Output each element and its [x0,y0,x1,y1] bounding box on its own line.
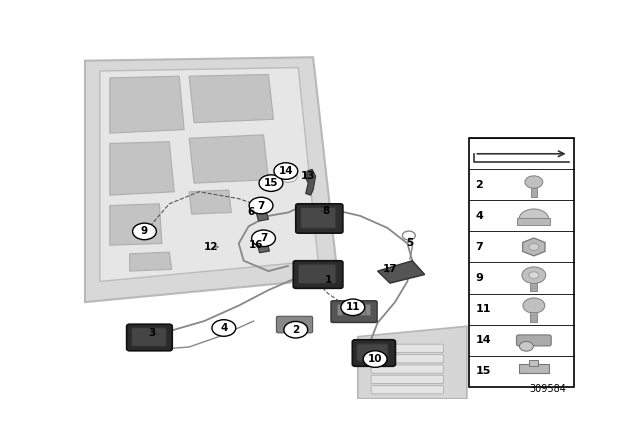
Text: 12: 12 [204,242,219,252]
Text: 13: 13 [301,171,316,181]
Text: 1: 1 [324,275,332,285]
Circle shape [212,320,236,336]
Text: 2: 2 [476,180,483,190]
Text: 309584: 309584 [529,383,566,393]
FancyBboxPatch shape [293,261,343,289]
FancyBboxPatch shape [356,344,388,361]
FancyBboxPatch shape [371,344,444,353]
FancyBboxPatch shape [365,304,370,315]
Polygon shape [110,76,184,133]
Polygon shape [189,74,273,123]
Polygon shape [85,57,338,302]
FancyBboxPatch shape [276,316,312,333]
Bar [469,138,573,387]
Text: 3: 3 [148,328,156,338]
Text: 5: 5 [406,238,413,249]
FancyBboxPatch shape [352,304,357,315]
Text: 15: 15 [264,178,278,188]
Polygon shape [189,190,231,214]
Text: 15: 15 [476,366,491,376]
Wedge shape [519,209,548,220]
Polygon shape [110,204,162,245]
Text: 8: 8 [322,206,329,216]
Polygon shape [257,244,269,253]
Polygon shape [378,261,425,283]
Text: 10: 10 [368,354,382,364]
FancyBboxPatch shape [529,360,538,366]
Text: 16: 16 [249,240,263,250]
FancyBboxPatch shape [296,204,343,233]
Text: 7: 7 [476,242,483,252]
Polygon shape [306,169,316,195]
Polygon shape [189,135,269,183]
Polygon shape [256,211,269,221]
Polygon shape [523,238,545,256]
Circle shape [523,298,545,313]
Circle shape [522,267,546,284]
Circle shape [341,299,365,315]
FancyBboxPatch shape [518,218,550,225]
Circle shape [525,176,543,188]
FancyBboxPatch shape [298,264,336,284]
FancyBboxPatch shape [519,364,548,373]
Text: 7: 7 [257,201,265,211]
Text: 11: 11 [346,302,360,312]
Text: 7: 7 [260,233,268,243]
Circle shape [249,197,273,214]
Text: 14: 14 [278,166,293,176]
FancyBboxPatch shape [301,207,336,228]
FancyBboxPatch shape [371,375,444,383]
FancyBboxPatch shape [371,386,444,394]
FancyBboxPatch shape [345,304,350,315]
Circle shape [259,175,283,191]
Circle shape [284,322,308,338]
Text: 9: 9 [141,226,148,237]
Text: 9: 9 [476,273,483,283]
Text: 6: 6 [248,207,255,217]
Circle shape [529,272,539,279]
FancyBboxPatch shape [331,301,377,323]
Polygon shape [100,68,318,281]
FancyBboxPatch shape [132,327,166,346]
Circle shape [520,341,533,351]
Circle shape [280,170,297,182]
Circle shape [529,244,539,250]
Circle shape [364,351,387,367]
Text: 11: 11 [476,304,491,314]
Polygon shape [129,252,172,271]
Circle shape [252,230,275,246]
FancyBboxPatch shape [371,354,444,363]
FancyBboxPatch shape [531,283,538,292]
Polygon shape [110,142,174,195]
FancyBboxPatch shape [127,324,172,351]
Polygon shape [358,326,467,399]
Text: 17: 17 [383,264,397,274]
Text: 14: 14 [476,335,491,345]
Text: 2: 2 [292,325,300,335]
Text: 4: 4 [220,323,228,333]
Circle shape [274,163,298,179]
FancyBboxPatch shape [531,312,538,323]
FancyBboxPatch shape [371,365,444,373]
FancyBboxPatch shape [352,340,396,366]
FancyBboxPatch shape [337,304,342,315]
FancyBboxPatch shape [360,304,365,315]
FancyBboxPatch shape [516,335,551,346]
FancyBboxPatch shape [531,188,537,197]
Circle shape [132,223,156,240]
Text: 4: 4 [476,211,483,221]
